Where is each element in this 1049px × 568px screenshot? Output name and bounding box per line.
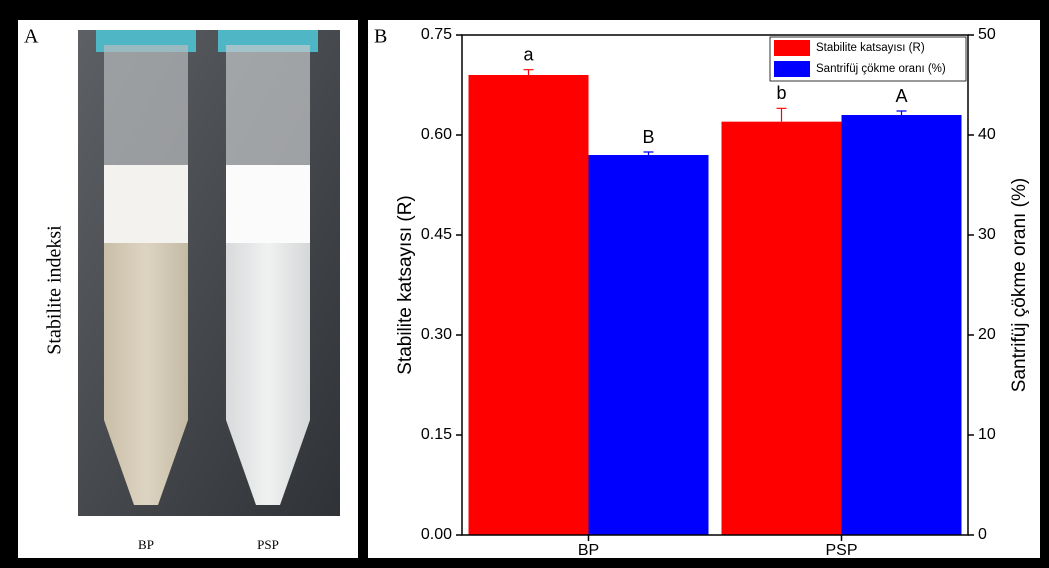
- y-tick-label: 0.15: [421, 426, 452, 443]
- y-tick-label: 0.60: [421, 126, 452, 143]
- y-tick-label: 0.75: [421, 26, 452, 43]
- significance-label: A: [895, 86, 907, 106]
- legend-label: Santrifüj çökme oranı (%): [816, 63, 946, 75]
- tube-label: PSP: [257, 537, 279, 552]
- legend-swatch: [774, 61, 810, 77]
- y2-tick-label: 40: [978, 126, 996, 143]
- y2-tick-label: 50: [978, 26, 996, 43]
- panel-label: B: [374, 26, 387, 48]
- y2-tick-label: 20: [978, 326, 996, 343]
- y2-tick-label: 30: [978, 226, 996, 243]
- y-tick-label: 0.30: [421, 326, 452, 343]
- y-tick-label: 0.45: [421, 226, 452, 243]
- bar: [468, 75, 589, 535]
- y2-tick-label: 0: [978, 526, 987, 543]
- photo: [78, 30, 340, 516]
- x-tick-label: BP: [578, 542, 599, 559]
- error-bar: [523, 69, 534, 75]
- error-bar: [776, 107, 787, 122]
- error-bar: [896, 110, 907, 115]
- error-bar: [643, 151, 654, 155]
- bar: [841, 115, 962, 535]
- y-tick-label: 0.00: [421, 526, 452, 543]
- panel-label: A: [24, 26, 39, 48]
- x-tick-label: PSP: [825, 542, 857, 559]
- legend-swatch: [774, 40, 810, 56]
- bar: [721, 121, 842, 536]
- significance-label: a: [523, 44, 534, 64]
- y2-tick-label: 10: [978, 426, 996, 443]
- significance-label: B: [642, 127, 654, 147]
- legend-label: Stabilite katsayısı (R): [816, 42, 925, 54]
- panel-title: Stabilite indeksi: [44, 225, 66, 355]
- y-axis-title: Stabilite katsayısı (R): [395, 195, 416, 375]
- significance-label: b: [776, 83, 786, 103]
- y2-axis-title: Santrifüj çökme oranı (%): [1009, 178, 1030, 392]
- bar: [588, 155, 709, 535]
- plot-frame: [461, 34, 969, 536]
- tube-label: BP: [138, 537, 154, 552]
